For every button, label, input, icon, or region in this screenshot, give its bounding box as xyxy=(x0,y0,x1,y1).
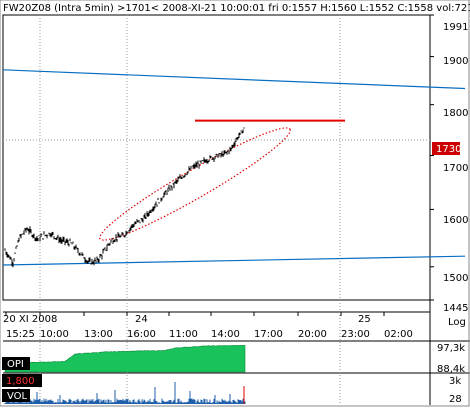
opi-label: OPI xyxy=(7,359,24,370)
trend-line-lower xyxy=(2,255,466,266)
vol-label-bg xyxy=(2,389,30,402)
price-tick-1700: 1700 xyxy=(443,163,468,174)
current-price-tag: 1730 xyxy=(436,144,461,155)
price-channel-ellipse xyxy=(99,127,291,241)
opi-tick-97k: 97,3k xyxy=(437,343,465,354)
chart-header: FW20Z08 (Intra 5min) >1701< 2008-XI-21 1… xyxy=(3,3,470,14)
opi-area xyxy=(4,344,246,373)
trend-line-upper xyxy=(2,69,466,90)
price-plot-frame xyxy=(2,14,431,301)
price-tick-1600: 1600 xyxy=(443,215,468,226)
opi-panel: OPI 97,3k 88,4k xyxy=(2,343,465,375)
time-label-2300: 23:00 xyxy=(341,329,370,340)
current-price-tag-bg xyxy=(432,142,460,155)
time-label-1525: 15:25 xyxy=(6,329,35,340)
vol-value-label: 1,800 xyxy=(6,376,35,387)
time-label-1700: 17:00 xyxy=(254,329,283,340)
time-label-2000: 20:00 xyxy=(298,329,327,340)
price-tick-1800: 1800 xyxy=(443,108,468,119)
time-label-1400: 14:00 xyxy=(211,329,240,340)
opi-tick-88k: 88,4k xyxy=(437,364,465,375)
time-label-0200: 02:00 xyxy=(384,329,413,340)
time-label-1000: 10:00 xyxy=(40,329,69,340)
date-label-25: 25 xyxy=(358,314,371,325)
vol-tick-28: 28 xyxy=(449,394,462,405)
price-tick-1500: 1500 xyxy=(443,273,468,284)
time-label-1300: 13:00 xyxy=(84,329,113,340)
vol-panel: 1,800 VOL 3k 28 xyxy=(2,374,462,405)
date-label-20xi2008: 20 XI 2008 xyxy=(3,314,57,325)
time-label-1100: 11:00 xyxy=(169,329,198,340)
vol-value-bg xyxy=(2,374,42,387)
price-tick-1445: 1445 xyxy=(443,303,468,314)
log-scale-label: Log xyxy=(448,317,466,328)
price-tick-1900: 1900 xyxy=(443,56,468,67)
date-label-24: 24 xyxy=(135,314,148,325)
vol-label: VOL xyxy=(7,391,28,402)
vol-tick-3k: 3k xyxy=(449,376,461,387)
opi-label-bg xyxy=(2,357,30,370)
price-tick-1991: 1991 xyxy=(443,22,468,33)
time-label-1600: 16:00 xyxy=(127,329,156,340)
